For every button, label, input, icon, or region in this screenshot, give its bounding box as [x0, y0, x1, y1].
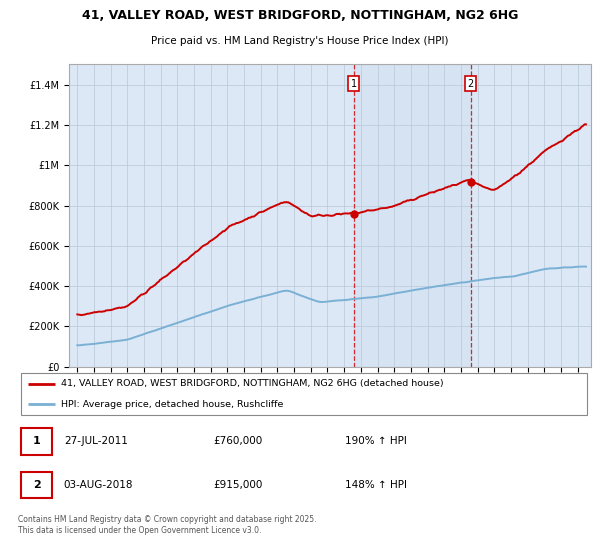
- Text: 2: 2: [33, 480, 40, 490]
- FancyBboxPatch shape: [21, 472, 52, 498]
- Text: 1: 1: [33, 436, 40, 446]
- Text: £760,000: £760,000: [213, 436, 262, 446]
- FancyBboxPatch shape: [21, 373, 587, 416]
- FancyBboxPatch shape: [21, 428, 52, 455]
- Text: 2: 2: [467, 78, 474, 88]
- Text: HPI: Average price, detached house, Rushcliffe: HPI: Average price, detached house, Rush…: [61, 400, 283, 409]
- Text: £915,000: £915,000: [213, 480, 262, 490]
- Bar: [353, 64, 471, 367]
- Text: 190% ↑ HPI: 190% ↑ HPI: [344, 436, 406, 446]
- Text: 41, VALLEY ROAD, WEST BRIDGFORD, NOTTINGHAM, NG2 6HG (detached house): 41, VALLEY ROAD, WEST BRIDGFORD, NOTTING…: [61, 379, 443, 388]
- Text: 148% ↑ HPI: 148% ↑ HPI: [344, 480, 407, 490]
- Text: 1: 1: [350, 78, 357, 88]
- Text: Contains HM Land Registry data © Crown copyright and database right 2025.
This d: Contains HM Land Registry data © Crown c…: [18, 515, 317, 535]
- Text: 27-JUL-2011: 27-JUL-2011: [64, 436, 128, 446]
- Text: Price paid vs. HM Land Registry's House Price Index (HPI): Price paid vs. HM Land Registry's House …: [151, 36, 449, 46]
- Text: 41, VALLEY ROAD, WEST BRIDGFORD, NOTTINGHAM, NG2 6HG: 41, VALLEY ROAD, WEST BRIDGFORD, NOTTING…: [82, 9, 518, 22]
- Text: 03-AUG-2018: 03-AUG-2018: [64, 480, 133, 490]
